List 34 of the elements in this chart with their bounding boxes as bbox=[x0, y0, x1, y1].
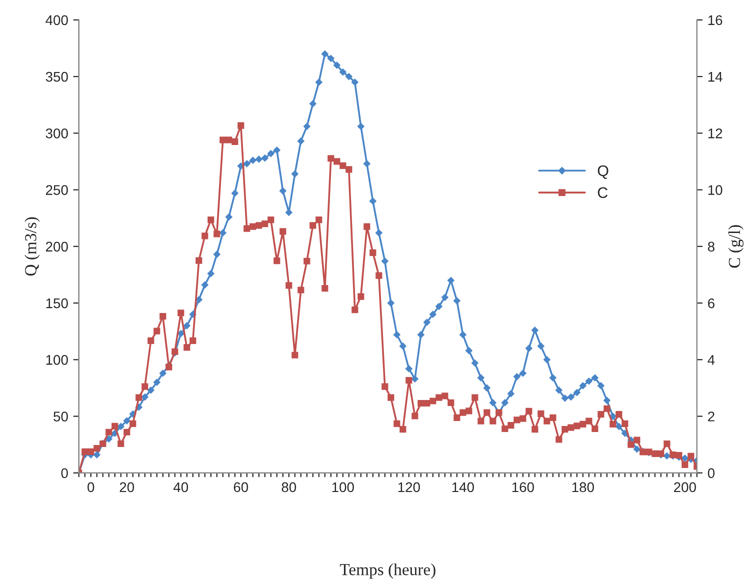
x-tick-label: 180 bbox=[572, 482, 594, 492]
y2-tick-label: 14 bbox=[708, 72, 722, 82]
y2-tick-label: 12 bbox=[708, 128, 722, 138]
y-tick-label: 300 bbox=[46, 128, 68, 138]
y-tick-label: 100 bbox=[46, 354, 68, 365]
y-tick-label: 150 bbox=[46, 298, 68, 308]
x-tick-label: 0 bbox=[88, 482, 94, 492]
y2-tick-label: 8 bbox=[708, 242, 714, 252]
y-axis-title: Q (m3/s) bbox=[24, 217, 40, 276]
y-tick-label: 200 bbox=[46, 242, 68, 252]
x-tick-label: 40 bbox=[173, 482, 188, 492]
x-tick-label: 80 bbox=[282, 482, 296, 492]
y-tick-label: 250 bbox=[46, 185, 68, 195]
legend-label: Q bbox=[598, 165, 608, 179]
x-tick-label: 60 bbox=[234, 482, 248, 492]
y2-tick-label: 4 bbox=[708, 355, 715, 365]
x-tick-label: 140 bbox=[452, 482, 474, 492]
x-tick-label: 100 bbox=[332, 482, 354, 492]
y2-tick-label: 6 bbox=[708, 298, 714, 308]
y2-tick-label: 10 bbox=[708, 185, 722, 195]
y2-tick-label: 16 bbox=[708, 15, 722, 26]
x-tick-label: 120 bbox=[398, 482, 420, 492]
legend-label: C bbox=[598, 187, 608, 198]
y2-axis-title: C (g/l) bbox=[728, 225, 744, 268]
x-axis-title: Temps (heure) bbox=[340, 564, 436, 579]
x-tick-label: 160 bbox=[512, 482, 534, 492]
x-tick-label: 200 bbox=[674, 482, 696, 492]
y-tick-label: 50 bbox=[54, 412, 68, 422]
y-tick-label: 350 bbox=[46, 72, 68, 82]
x-tick-label: 20 bbox=[120, 482, 134, 492]
y2-tick-label: 0 bbox=[708, 468, 715, 478]
y-tick-label: 0 bbox=[61, 468, 68, 478]
y2-tick-label: 2 bbox=[708, 412, 714, 422]
y-tick-label: 400 bbox=[46, 15, 68, 26]
